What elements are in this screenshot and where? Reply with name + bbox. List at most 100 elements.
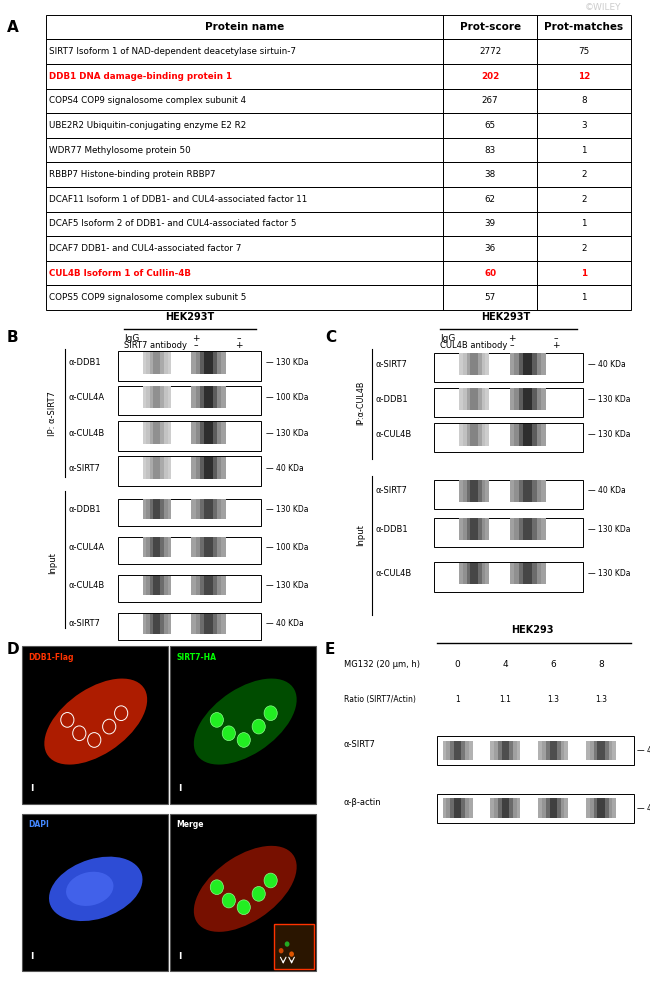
Bar: [196, 458, 200, 479]
Bar: [217, 614, 221, 634]
Bar: [519, 480, 523, 502]
Circle shape: [285, 942, 289, 947]
Text: α-DDB1: α-DDB1: [376, 524, 408, 533]
Bar: [118, 351, 261, 381]
Bar: [161, 499, 164, 520]
Bar: [150, 576, 153, 595]
Bar: [482, 389, 486, 410]
Bar: [46, 261, 443, 285]
Circle shape: [210, 712, 224, 727]
Bar: [221, 537, 226, 557]
Bar: [502, 741, 506, 761]
Bar: [459, 519, 463, 540]
Bar: [514, 423, 519, 446]
Bar: [541, 423, 546, 446]
Circle shape: [289, 952, 294, 956]
Text: 1: 1: [581, 293, 586, 302]
Text: — 130 KDa: — 130 KDa: [266, 428, 308, 438]
Text: 12: 12: [578, 72, 590, 81]
Bar: [537, 389, 541, 410]
Text: RBBP7 Histone-binding protein RBBP7: RBBP7 Histone-binding protein RBBP7: [49, 170, 216, 179]
Text: 0: 0: [455, 660, 460, 669]
Bar: [204, 352, 209, 374]
Bar: [142, 499, 146, 520]
Bar: [523, 423, 528, 446]
Bar: [538, 798, 542, 818]
Bar: [612, 741, 616, 761]
Bar: [153, 387, 157, 408]
Bar: [519, 519, 523, 540]
Bar: [209, 458, 213, 479]
Text: Prot-matches: Prot-matches: [544, 22, 623, 32]
Bar: [157, 352, 161, 374]
Bar: [561, 798, 564, 818]
Text: –: –: [554, 334, 558, 342]
Bar: [542, 798, 546, 818]
Bar: [217, 422, 221, 444]
Bar: [509, 798, 513, 818]
Bar: [191, 422, 196, 444]
Ellipse shape: [194, 679, 296, 765]
Text: IgG: IgG: [439, 334, 455, 342]
Bar: [443, 798, 447, 818]
Bar: [434, 388, 583, 417]
Bar: [519, 389, 523, 410]
Bar: [510, 563, 514, 584]
Bar: [597, 741, 601, 761]
Bar: [463, 480, 467, 502]
Bar: [153, 458, 157, 479]
Bar: [557, 798, 561, 818]
Circle shape: [252, 887, 265, 901]
Bar: [541, 519, 546, 540]
Text: 36: 36: [484, 244, 496, 253]
Bar: [597, 798, 601, 818]
Bar: [482, 519, 486, 540]
Bar: [157, 387, 161, 408]
Bar: [46, 15, 443, 39]
Bar: [471, 389, 474, 410]
Bar: [474, 353, 478, 375]
Text: CUL4B antibody: CUL4B antibody: [439, 341, 507, 350]
Text: — 130 KDa: — 130 KDa: [266, 581, 308, 590]
Ellipse shape: [49, 857, 142, 921]
Bar: [514, 389, 519, 410]
Bar: [523, 480, 528, 502]
Bar: [191, 387, 196, 408]
Bar: [46, 138, 443, 162]
Text: α-DDB1: α-DDB1: [68, 358, 101, 367]
Bar: [486, 480, 489, 502]
Bar: [118, 386, 261, 415]
Text: — 40 KDa: — 40 KDa: [266, 619, 304, 628]
Bar: [153, 422, 157, 444]
Bar: [221, 458, 226, 479]
Bar: [467, 423, 471, 446]
Text: — 130 KDa: — 130 KDa: [266, 358, 308, 367]
Text: MG132 (20 μm, h): MG132 (20 μm, h): [344, 660, 420, 669]
Bar: [450, 741, 454, 761]
Bar: [142, 458, 146, 479]
Text: DCAF5 Isoform 2 of DDB1- and CUL4-associated factor 5: DCAF5 Isoform 2 of DDB1- and CUL4-associ…: [49, 219, 296, 228]
Bar: [157, 499, 161, 520]
Bar: [454, 741, 458, 761]
Bar: [474, 423, 478, 446]
Text: –: –: [236, 334, 240, 342]
Bar: [443, 15, 537, 39]
Text: α-SIRT7: α-SIRT7: [376, 360, 408, 369]
Bar: [465, 798, 469, 818]
Bar: [590, 798, 593, 818]
Text: 202: 202: [481, 72, 499, 81]
Ellipse shape: [66, 872, 114, 906]
Bar: [467, 389, 471, 410]
Bar: [494, 798, 498, 818]
Bar: [443, 39, 537, 64]
Bar: [443, 89, 537, 113]
Circle shape: [252, 719, 265, 734]
Text: α-DDB1: α-DDB1: [68, 505, 101, 514]
Text: — 100 KDa: — 100 KDa: [266, 393, 308, 401]
Text: — 130 KDa: — 130 KDa: [266, 505, 308, 514]
Bar: [608, 798, 612, 818]
Text: COPS5 COP9 signalosome complex subunit 5: COPS5 COP9 signalosome complex subunit 5: [49, 293, 246, 302]
Bar: [517, 741, 521, 761]
Bar: [601, 741, 605, 761]
Text: 1: 1: [581, 146, 586, 154]
